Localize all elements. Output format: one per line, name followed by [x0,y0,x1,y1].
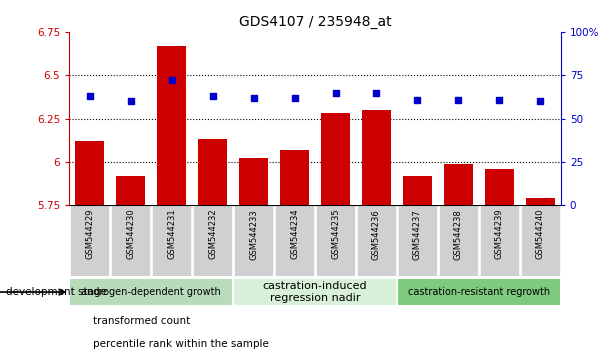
Point [290,95,300,101]
Bar [233,279,397,306]
Bar [69,279,233,306]
Bar [321,113,350,205]
Bar [116,176,145,205]
Bar [439,205,478,276]
Bar [520,205,560,276]
Bar [157,46,186,205]
Text: GSM544236: GSM544236 [372,209,381,259]
Point [535,98,545,104]
Bar [280,150,309,205]
Bar [239,159,268,205]
Bar [234,205,273,276]
Point [494,97,504,102]
Text: GSM544234: GSM544234 [290,209,299,259]
Text: transformed count: transformed count [93,316,191,326]
Bar [152,205,191,276]
Bar [198,139,227,205]
Bar [316,205,355,276]
Bar [485,169,514,205]
Bar [398,205,437,276]
Text: GSM544235: GSM544235 [331,209,340,259]
Point [167,78,177,83]
Title: GDS4107 / 235948_at: GDS4107 / 235948_at [239,16,391,29]
Bar [70,205,110,276]
Text: GSM544237: GSM544237 [413,209,422,259]
Text: GSM544231: GSM544231 [167,209,176,259]
Text: androgen-dependent growth: androgen-dependent growth [81,287,221,297]
Bar [72,343,78,344]
Bar [72,320,78,321]
Bar [397,279,561,306]
Bar [193,205,232,276]
Text: GSM544240: GSM544240 [536,209,545,259]
Text: castration-induced
regression nadir: castration-induced regression nadir [263,281,367,303]
Point [85,93,95,99]
Text: GSM544233: GSM544233 [249,209,258,259]
Bar [75,141,104,205]
Bar [403,176,432,205]
Bar [275,205,314,276]
Bar [111,205,150,276]
Text: GSM544238: GSM544238 [454,209,463,259]
Point [330,90,340,96]
Point [126,98,136,104]
Bar [526,198,555,205]
Text: GSM544232: GSM544232 [208,209,217,259]
Point [371,90,381,96]
Bar [480,205,519,276]
Bar [362,110,391,205]
Text: GSM544230: GSM544230 [126,209,135,259]
Text: castration-resistant regrowth: castration-resistant regrowth [408,287,550,297]
Text: GSM544229: GSM544229 [85,209,94,259]
Point [412,97,422,102]
Point [208,93,218,99]
Point [453,97,463,102]
Text: development stage: development stage [6,287,107,297]
Bar [444,164,473,205]
Text: percentile rank within the sample: percentile rank within the sample [93,339,270,349]
Bar [357,205,396,276]
Point [249,95,259,101]
Text: GSM544239: GSM544239 [495,209,504,259]
